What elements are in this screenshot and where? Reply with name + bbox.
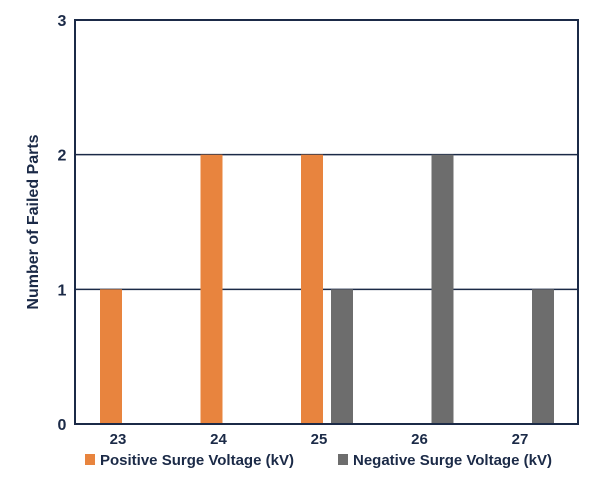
bar-negative-27 xyxy=(532,289,554,424)
y-tick-label: 2 xyxy=(58,148,67,165)
bars xyxy=(100,154,554,424)
legend: Positive Surge Voltage (kV) Negative Surg… xyxy=(85,452,552,469)
legend-label-negative: Negative Surge Voltage (kV) xyxy=(353,452,552,469)
y-tick-label: 3 xyxy=(58,13,67,30)
legend-label-positive: Positive Surge Voltage (kV) xyxy=(100,452,294,469)
x-tick-label: 26 xyxy=(411,431,428,448)
y-axis-label: Number of Failed Parts xyxy=(25,134,42,309)
plot-frame xyxy=(74,19,579,425)
legend-swatch-negative xyxy=(338,454,348,465)
bar-positive-24 xyxy=(200,154,223,424)
x-tick-labels: 23 24 25 26 27 xyxy=(110,431,529,448)
bar-negative-26 xyxy=(431,154,454,424)
bar-positive-23 xyxy=(100,289,122,424)
y-tick-label: 1 xyxy=(58,282,67,299)
y-tick-label: 0 xyxy=(58,417,67,434)
bar-negative-25 xyxy=(331,289,353,424)
gridlines xyxy=(75,153,578,291)
legend-swatch-positive xyxy=(85,454,95,465)
bar-positive-25 xyxy=(301,154,323,424)
y-tick-labels: 0 1 2 3 xyxy=(58,13,67,434)
x-tick-label: 23 xyxy=(110,431,127,448)
x-tick-label: 24 xyxy=(210,431,227,448)
x-tick-label: 27 xyxy=(512,431,529,448)
x-tick-label: 25 xyxy=(311,431,328,448)
